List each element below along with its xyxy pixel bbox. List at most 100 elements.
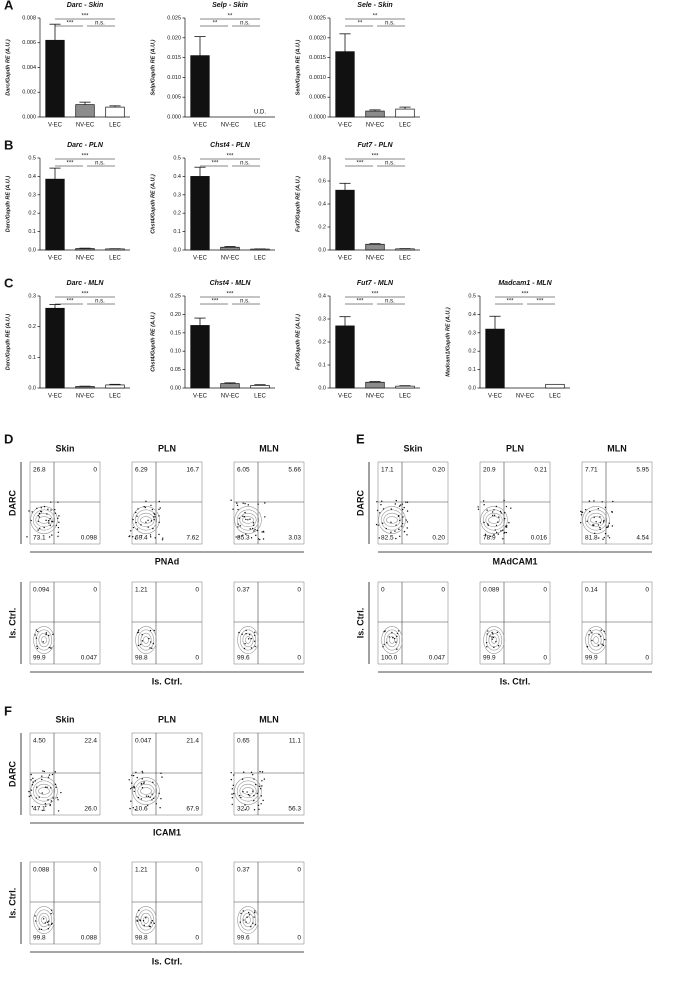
event-dot: [254, 631, 256, 634]
event-dot: [146, 804, 149, 807]
contour: [140, 632, 152, 648]
event-dot: [496, 631, 499, 634]
y-tick-label: 0.006: [22, 40, 36, 46]
contour: [135, 626, 157, 654]
x-tick-label: LEC: [254, 256, 266, 262]
contour: [386, 516, 398, 524]
bar: [250, 248, 270, 251]
contour: [380, 509, 404, 531]
y-tick-label: 0.4: [28, 174, 36, 180]
quadrant-value: 6.05: [237, 467, 250, 474]
event-dot: [491, 631, 493, 634]
event-dot: [376, 501, 378, 503]
quadrant-value: 4.50: [33, 738, 46, 745]
event-dot: [257, 804, 260, 806]
chart-title: Chst4 - MLN: [210, 280, 252, 287]
y-tick-label: 0.5: [28, 155, 36, 161]
contour: [585, 626, 607, 654]
event-dot: [158, 533, 160, 536]
event-dot: [247, 504, 249, 506]
quadrant-value: 82.5: [381, 535, 394, 542]
y-tick-label: 0.3: [28, 293, 36, 299]
significance-label: ***: [211, 299, 219, 305]
event-dot: [148, 637, 150, 640]
event-dot: [148, 925, 150, 927]
quadrant-value: 73.1: [33, 535, 46, 542]
event-dot: [149, 536, 152, 538]
event-dot: [44, 803, 47, 805]
bar: [105, 384, 125, 389]
event-dot: [261, 531, 263, 533]
event-dot: [47, 508, 49, 511]
quadrant-value: 99.6: [237, 935, 250, 942]
event-dot: [145, 521, 147, 523]
bar: [45, 178, 65, 251]
column-title: Skin: [55, 443, 74, 453]
contour: [140, 912, 152, 928]
contour: [234, 506, 262, 534]
event-dot: [254, 528, 256, 531]
contour: [378, 506, 406, 534]
event-dot: [241, 534, 244, 537]
event-dot: [503, 532, 505, 534]
event-dot: [395, 537, 397, 540]
event-dot: [40, 928, 43, 931]
event-dot: [158, 521, 160, 524]
y-tick-label: 0.0: [468, 385, 476, 391]
event-dot: [160, 797, 162, 800]
event-dot: [255, 534, 257, 537]
column-title: PLN: [506, 443, 524, 453]
event-dot: [503, 499, 505, 502]
bar: [365, 243, 385, 251]
event-dot: [58, 515, 60, 517]
event-dot: [254, 910, 256, 912]
event-dot: [602, 521, 605, 523]
quadrant-value: 98.8: [135, 935, 148, 942]
significance-label: ***: [66, 161, 74, 167]
event-dot: [162, 537, 164, 539]
event-dot: [247, 638, 250, 640]
event-dot: [484, 534, 487, 536]
y-axis-label: Fut7/Gapdh RE (A.U.): [295, 314, 301, 370]
event-dot: [588, 634, 590, 636]
event-dot: [50, 909, 53, 911]
event-dot: [244, 502, 246, 505]
event-dot: [589, 630, 591, 632]
y-axis-label: Sele/Gapdh RE (A.U.): [295, 40, 301, 96]
event-dot: [510, 507, 512, 509]
contour: [35, 629, 53, 651]
event-dot: [254, 634, 256, 637]
event-dot: [44, 922, 46, 924]
event-dot: [56, 797, 58, 799]
x-tick-label: V-EC: [338, 394, 353, 400]
axis-label: MAdCAM1: [493, 556, 538, 566]
event-dot: [230, 771, 232, 774]
event-dot: [382, 508, 385, 510]
event-dot: [612, 500, 614, 503]
event-dot: [603, 519, 605, 522]
event-dot: [31, 784, 34, 786]
event-dot: [50, 509, 52, 511]
event-dot: [153, 922, 155, 925]
event-dot: [42, 809, 44, 812]
y-tick-label: 0.2: [318, 224, 326, 230]
event-dot: [383, 643, 385, 646]
y-tick-label: 0.2: [173, 211, 181, 217]
y-tick-label: 0.5: [173, 155, 181, 161]
event-dot: [130, 530, 132, 532]
y-tick-label: 0.005: [167, 95, 181, 101]
contour: [30, 506, 58, 534]
event-dot: [248, 633, 251, 636]
y-tick-label: 0.05: [170, 367, 181, 373]
event-dot: [242, 502, 244, 504]
y-tick-label: 0.0000: [309, 114, 326, 120]
plot-frame: [29, 581, 101, 665]
axis-label: Is. Ctrl.: [355, 608, 365, 639]
event-dot: [147, 519, 149, 521]
event-dot: [143, 781, 145, 783]
axis-label: DARC: [7, 761, 17, 787]
quadrant-value: 99.9: [483, 655, 496, 662]
plot-frame: [233, 461, 305, 545]
event-dot: [57, 799, 59, 801]
event-dot: [132, 774, 135, 777]
